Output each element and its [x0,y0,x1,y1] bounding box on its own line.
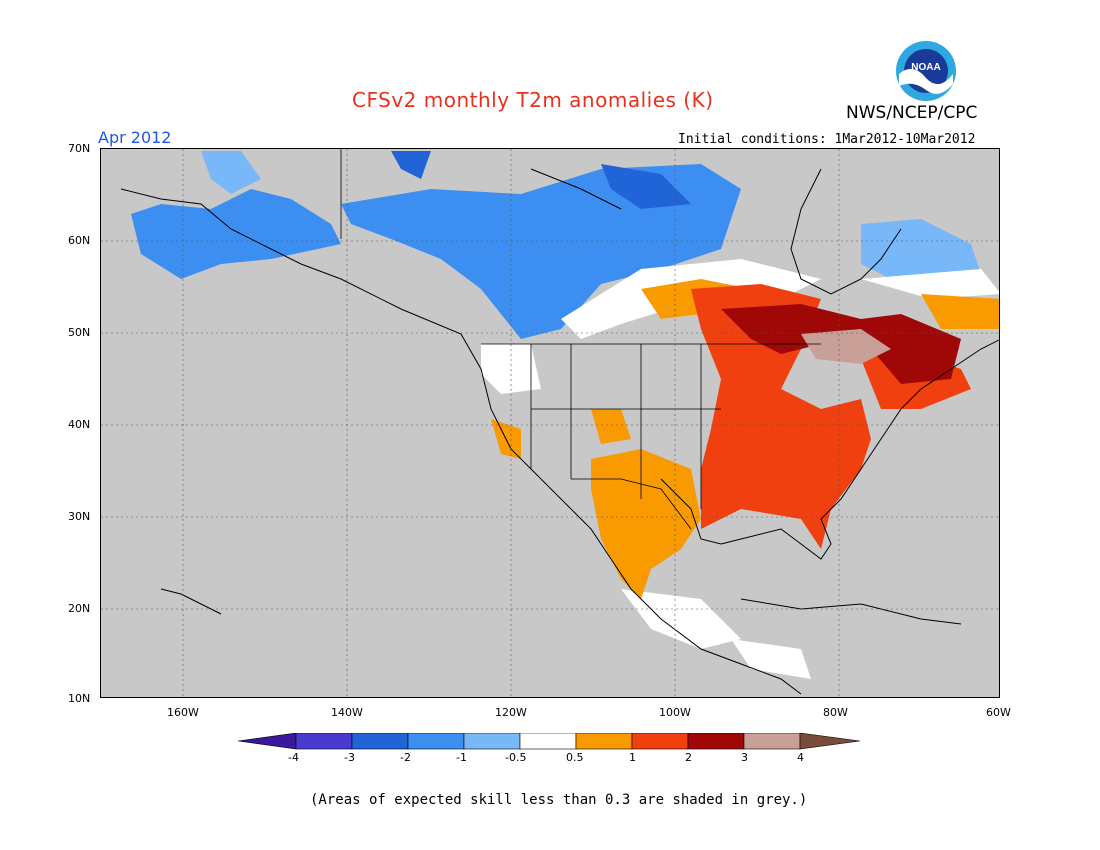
colorbar-segment [351,733,409,750]
colorbar-segment [687,733,745,750]
agency-label: NWS/NCEP/CPC [846,103,978,123]
noaa-logo: NOAA [895,40,957,106]
colorbar-label: -3 [344,751,355,764]
colorbar-label: 3 [741,751,748,764]
lon-label: 80W [823,706,848,719]
colorbar-segment [519,733,577,750]
colorbar [238,733,861,750]
lon-label: 160W [167,706,199,719]
colorbar-label: -2 [400,751,411,764]
colorbar-label: -0.5 [505,751,527,764]
colorbar-label: -4 [288,751,299,764]
colorbar-label: 2 [685,751,692,764]
noaa-logo-text: NOAA [911,62,940,73]
lat-label: 30N [68,510,91,523]
political-boundaries [340,149,821,530]
lat-label: 10N [68,692,91,705]
colorbar-segment [743,733,801,750]
colorbar-label: -1 [456,751,467,764]
coastlines [120,168,999,695]
colorbar-segment [295,733,353,750]
colorbar-label: 4 [797,751,804,764]
map-title: CFSv2 monthly T2m anomalies (K) [352,88,714,112]
colorbar-segment [631,733,689,750]
lon-label: 140W [331,706,363,719]
colorbar-segment [238,733,297,750]
anomaly-map [100,148,1000,698]
cold-anomaly-region [131,151,981,339]
colorbar-label: 0.5 [566,751,584,764]
initial-conditions: Initial conditions: 1Mar2012-10Mar2012 [678,132,976,147]
lon-label: 60W [986,706,1011,719]
colorbar-segment [575,733,633,750]
lat-label: 60N [68,234,91,247]
lat-label: 50N [68,326,91,339]
lat-label: 20N [68,602,91,615]
skill-footnote: (Areas of expected skill less than 0.3 a… [310,792,808,808]
lon-label: 100W [659,706,691,719]
colorbar-segment [463,733,521,750]
lat-label: 40N [68,418,91,431]
colorbar-segment [799,733,861,750]
lon-label: 120W [495,706,527,719]
forecast-period: Apr 2012 [98,128,172,147]
lat-label: 70N [68,142,91,155]
graticule [101,149,999,697]
colorbar-label: 1 [629,751,636,764]
extreme-warm-region [801,329,891,364]
colorbar-segment [407,733,465,750]
